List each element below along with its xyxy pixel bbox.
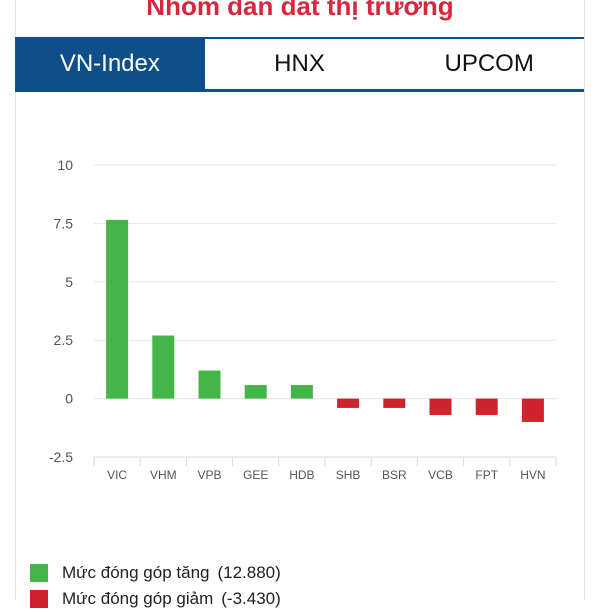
legend-swatch-increase [30,564,48,582]
bar-shb [337,398,360,408]
x-tick-label: HDB [289,468,314,482]
legend-item-decrease[interactable]: Mức đóng góp giảm (-3.430) [30,586,281,612]
x-tick-label: BSR [382,468,407,482]
bar-fpt [475,398,498,415]
index-tabs: VN-Index HNX UPCOM [15,37,585,92]
legend-swatch-decrease [30,590,48,608]
x-tick-label: GEE [243,468,268,482]
page-title: Nhóm dẫn dắt thị trường [146,0,454,21]
legend-label-decrease: Mức đóng góp giảm [62,589,214,608]
x-tick-label: VCB [428,468,453,482]
legend-value-decrease: (-3.430) [221,589,281,608]
y-tick-label: 0 [65,391,73,407]
chart-legend: Mức đóng góp tăng (12.880) Mức đóng góp … [30,560,281,612]
y-tick-label: -2.5 [49,449,73,465]
tab-hnx[interactable]: HNX [204,39,395,89]
x-tick-label: HVN [520,468,545,482]
tab-vn-index[interactable]: VN-Index [15,39,205,89]
bar-vic [106,219,129,399]
right-frame-line [584,0,585,600]
bar-hdb [290,385,313,399]
left-frame-line [15,0,16,600]
bar-gee [244,385,267,399]
bar-vcb [429,398,452,415]
x-tick-label: VIC [107,468,127,482]
bar-bsr [383,398,406,408]
bar-vpb [198,370,221,399]
bar-vhm [152,335,175,399]
x-tick-label: VPB [197,468,221,482]
legend-label-increase: Mức đóng góp tăng [62,563,210,582]
legend-item-increase[interactable]: Mức đóng góp tăng (12.880) [30,560,281,586]
y-tick-label: 7.5 [54,215,74,231]
contribution-chart: 10 7.5 5 2.5 0 -2.5 VIC VHM VPB GEE HDB SHB BSR VCB FP… [0,120,600,500]
legend-value-increase: (12.880) [217,563,281,582]
x-tick-label: FPT [475,468,498,482]
x-tick-label: VHM [150,468,177,482]
bar-chart-svg: 10 7.5 5 2.5 0 -2.5 VIC VHM VPB GEE HDB SHB BSR VCB FP… [49,157,557,482]
y-tick-label: 5 [65,274,73,290]
y-tick-label: 2.5 [54,332,74,348]
y-tick-label: 10 [57,157,73,173]
tab-upcom[interactable]: UPCOM [394,39,585,89]
x-tick-label: SHB [336,468,361,482]
bar-hvn [521,398,544,422]
